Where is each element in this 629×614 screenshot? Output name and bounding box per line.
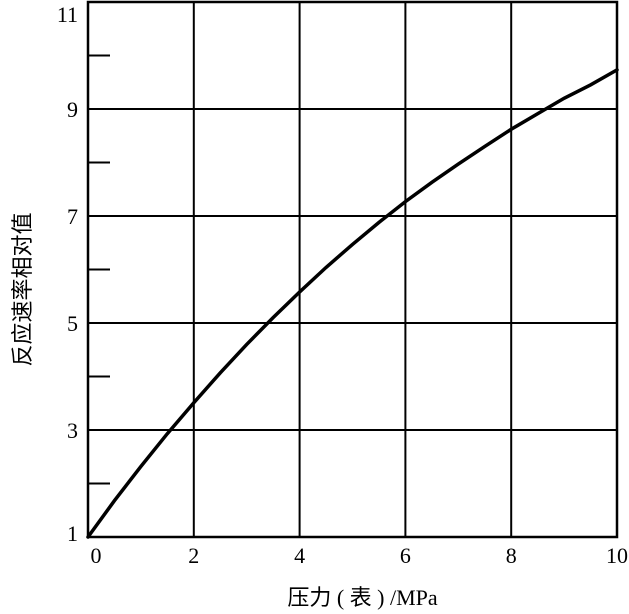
y-tick-label: 1 bbox=[67, 521, 78, 546]
plot-frame bbox=[86, 0, 619, 539]
x-tick-label: 0 bbox=[91, 543, 102, 568]
y-tick-labels: 1 3 5 7 9 11 bbox=[57, 2, 78, 546]
axis-ticks bbox=[88, 54, 110, 485]
y-axis-label: 反应速率相对值 bbox=[10, 212, 35, 366]
y-tick-label: 11 bbox=[57, 2, 78, 27]
x-tick-labels: 0 2 4 6 8 10 bbox=[91, 543, 629, 568]
x-tick-label: 10 bbox=[606, 543, 628, 568]
series-layer bbox=[86, 68, 619, 539]
y-tick-label: 9 bbox=[67, 97, 78, 122]
y-tick-label: 5 bbox=[67, 311, 78, 336]
x-axis-label: 压力 ( 表 ) /MPa bbox=[287, 585, 438, 610]
y-tick-label: 3 bbox=[67, 418, 78, 443]
x-tick-label: 8 bbox=[506, 543, 517, 568]
y-tick-label: 7 bbox=[67, 204, 78, 229]
x-tick-label: 6 bbox=[400, 543, 411, 568]
x-tick-label: 4 bbox=[294, 543, 305, 568]
x-tick-label: 2 bbox=[188, 543, 199, 568]
series-line bbox=[86, 68, 619, 539]
grid-lines bbox=[88, 2, 617, 537]
